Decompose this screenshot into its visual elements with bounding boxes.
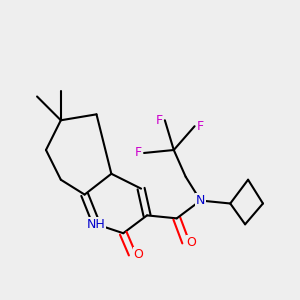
Text: NH: NH bbox=[87, 218, 106, 231]
Text: O: O bbox=[133, 248, 143, 260]
Text: F: F bbox=[155, 114, 163, 127]
Text: N: N bbox=[196, 194, 205, 207]
Text: O: O bbox=[187, 236, 196, 249]
Text: F: F bbox=[197, 120, 204, 133]
Text: F: F bbox=[134, 146, 142, 160]
